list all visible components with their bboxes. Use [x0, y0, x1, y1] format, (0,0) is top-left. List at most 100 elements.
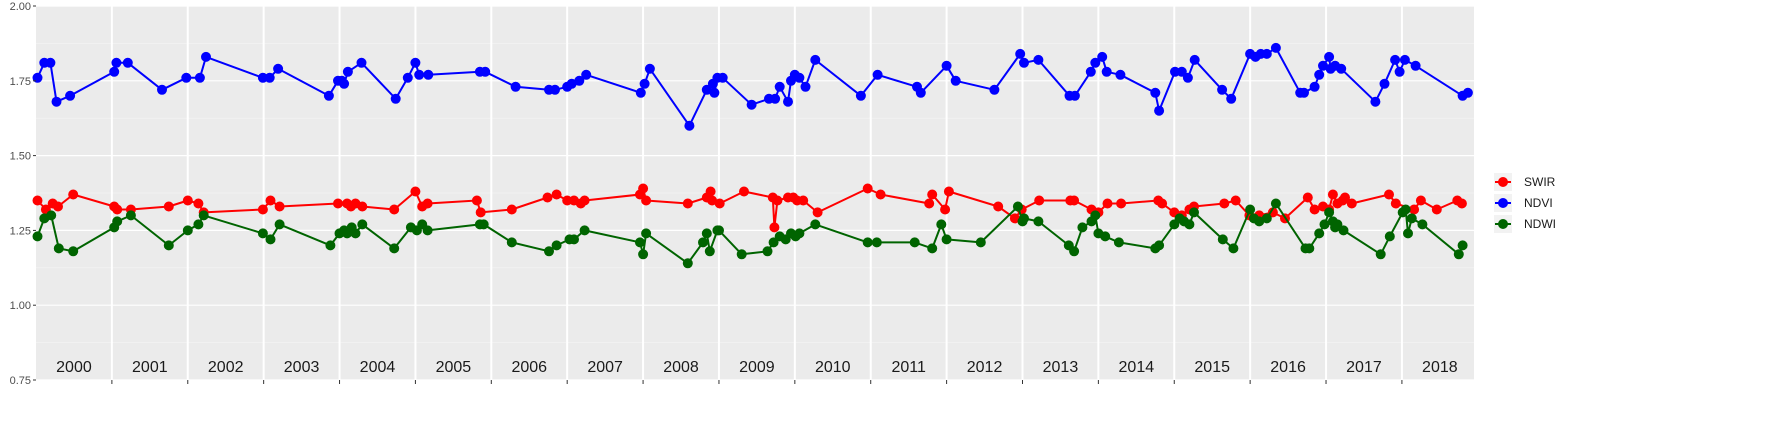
data-point [682, 198, 693, 209]
data-point [1375, 249, 1386, 260]
data-point [684, 120, 695, 131]
data-point [1113, 237, 1124, 248]
data-point [53, 201, 63, 212]
data-point [794, 72, 805, 83]
data-point [65, 90, 76, 101]
data-point [1324, 51, 1335, 62]
data-point [871, 237, 882, 248]
data-point [264, 72, 275, 83]
data-point [769, 222, 780, 233]
data-point [682, 258, 693, 269]
data-point [194, 72, 205, 83]
y-axis: 0.75 1.00 1.25 1.50 1.75 2.00 [10, 1, 36, 387]
data-point [1090, 210, 1101, 221]
data-point [635, 237, 645, 248]
data-point [915, 87, 926, 98]
data-point [109, 66, 120, 77]
data-point [989, 84, 1000, 95]
data-point [544, 246, 554, 257]
y-tick-label: 2.00 [10, 1, 31, 13]
data-point [163, 201, 174, 212]
data-point [257, 228, 268, 239]
data-point [1228, 243, 1239, 254]
data-point [1403, 228, 1413, 239]
x-axis [111, 380, 1403, 384]
year-label: 2004 [360, 359, 396, 376]
data-point [1069, 246, 1080, 257]
data-point [1115, 69, 1126, 80]
y-tick-label: 0.75 [10, 375, 31, 387]
data-point [1338, 225, 1349, 236]
data-point [800, 81, 811, 92]
data-point [1182, 72, 1193, 83]
data-point [182, 195, 193, 206]
year-label: 2017 [1346, 359, 1382, 376]
data-point [1267, 207, 1278, 218]
data-point [1431, 204, 1442, 215]
data-point [1219, 198, 1230, 209]
data-point [389, 243, 400, 254]
data-point [68, 189, 79, 200]
data-point [273, 63, 284, 74]
data-point [1270, 42, 1281, 53]
data-point [638, 249, 649, 260]
year-label: 2010 [815, 359, 851, 376]
data-point [1302, 192, 1313, 203]
year-label: 2007 [587, 359, 623, 376]
data-point [927, 243, 938, 254]
data-point [1261, 213, 1272, 224]
data-point [1069, 90, 1080, 101]
data-point [471, 195, 482, 206]
data-point [342, 66, 353, 77]
data-point [122, 57, 133, 68]
data-point [325, 240, 336, 251]
data-point [550, 84, 560, 95]
data-point [635, 87, 646, 98]
data-point [1270, 198, 1281, 209]
legend-key-point [1498, 219, 1508, 229]
data-point [1304, 243, 1315, 254]
data-point [1457, 240, 1468, 251]
data-point [1150, 87, 1161, 98]
data-point [1456, 198, 1467, 209]
data-point [32, 231, 43, 242]
data-point [51, 96, 62, 107]
data-point [941, 60, 952, 71]
data-point [1184, 219, 1195, 230]
year-label: 2009 [739, 359, 775, 376]
data-point [1009, 213, 1020, 224]
data-point [579, 225, 590, 236]
data-point [357, 201, 368, 212]
data-point [1077, 222, 1088, 233]
data-point [1090, 57, 1101, 68]
y-tick-label: 1.25 [10, 225, 31, 237]
data-point [812, 207, 823, 218]
data-point [265, 234, 276, 245]
year-label: 2011 [891, 359, 926, 376]
data-point [1245, 204, 1256, 215]
data-point [157, 84, 167, 95]
data-point [182, 225, 193, 236]
data-point [1462, 87, 1473, 98]
data-point [1019, 213, 1029, 224]
data-point [1332, 219, 1343, 230]
data-point [762, 246, 773, 257]
y-tick-label: 1.50 [10, 151, 31, 163]
data-point [1217, 234, 1228, 245]
data-point [112, 204, 123, 215]
data-point [927, 189, 938, 200]
data-point [350, 228, 361, 239]
data-point [698, 237, 708, 248]
year-label: 2003 [284, 359, 320, 376]
data-point [339, 78, 350, 89]
horizontal-gridlines [36, 5, 1474, 381]
data-point [506, 204, 517, 215]
data-point [1100, 231, 1111, 242]
data-point [705, 186, 716, 197]
data-point [1299, 87, 1309, 98]
data-point [1069, 195, 1080, 206]
data-point [1379, 78, 1390, 89]
data-point [909, 237, 920, 248]
data-point [1102, 198, 1113, 209]
year-label: 2000 [56, 359, 92, 376]
